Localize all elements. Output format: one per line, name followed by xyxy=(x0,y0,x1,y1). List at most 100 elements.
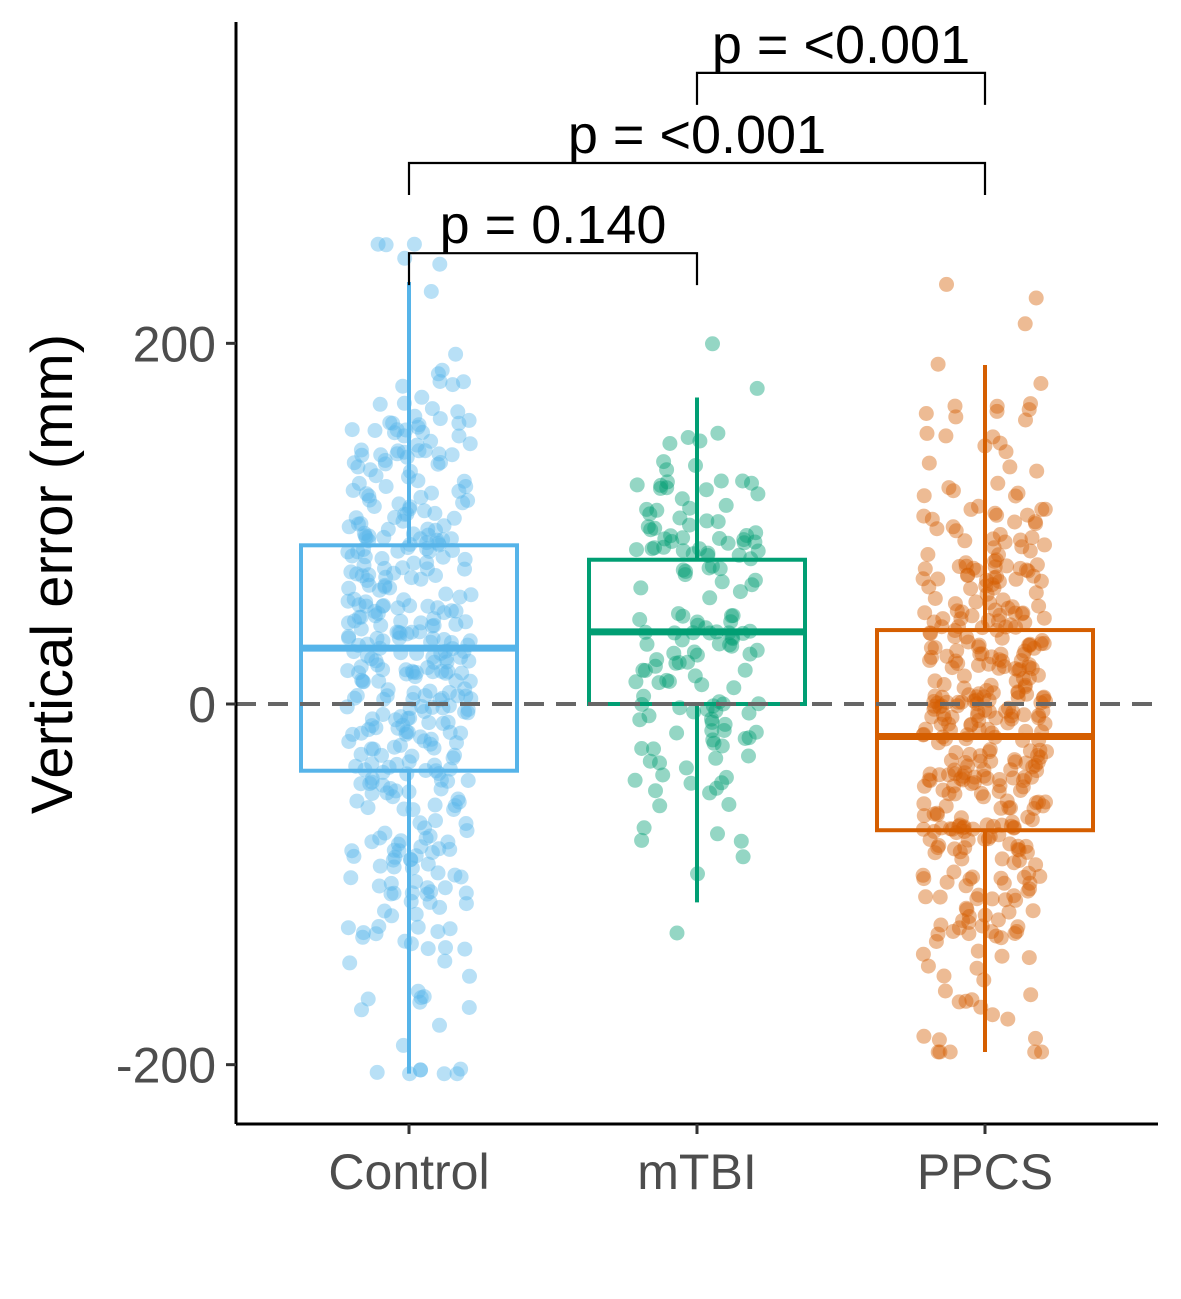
data-point xyxy=(991,660,1007,676)
data-point xyxy=(371,919,387,934)
data-point xyxy=(364,756,380,772)
data-point xyxy=(364,774,380,790)
data-point xyxy=(1014,606,1030,622)
data-point xyxy=(426,740,442,756)
data-point xyxy=(958,878,974,894)
data-point xyxy=(1022,743,1038,759)
data-point xyxy=(420,856,436,872)
data-point xyxy=(388,712,404,728)
y-axis-title: Vertical error (mm) xyxy=(20,334,85,814)
data-point xyxy=(427,797,443,813)
data-point xyxy=(1000,715,1016,731)
data-point xyxy=(422,828,438,844)
data-point xyxy=(918,406,934,421)
data-point xyxy=(1019,844,1035,860)
data-point xyxy=(411,443,427,459)
data-point xyxy=(402,598,418,614)
data-point xyxy=(987,570,1002,586)
data-point xyxy=(345,726,361,742)
data-point xyxy=(447,747,462,763)
data-point xyxy=(353,725,369,741)
data-point xyxy=(354,447,370,463)
data-point xyxy=(375,777,391,793)
data-point xyxy=(961,909,977,924)
data-point xyxy=(1024,769,1040,785)
data-point xyxy=(430,366,446,382)
data-point xyxy=(344,843,360,859)
data-point xyxy=(628,674,644,690)
data-point xyxy=(440,773,456,789)
data-point xyxy=(924,709,940,725)
data-point xyxy=(931,838,947,853)
data-point xyxy=(346,455,362,471)
data-point xyxy=(1019,562,1034,578)
data-point xyxy=(647,540,662,556)
data-point xyxy=(749,642,765,658)
data-point xyxy=(382,580,398,596)
data-point xyxy=(367,423,383,438)
data-point xyxy=(457,941,473,957)
data-point xyxy=(445,750,461,766)
data-point xyxy=(1010,842,1026,857)
data-point xyxy=(636,820,652,836)
data-point xyxy=(634,832,650,848)
data-point xyxy=(1032,868,1048,884)
data-point xyxy=(415,424,430,440)
data-point xyxy=(386,565,402,581)
data-point xyxy=(340,593,356,609)
data-point xyxy=(385,415,401,431)
data-point xyxy=(349,688,365,703)
data-point xyxy=(342,955,358,971)
data-point xyxy=(456,374,471,390)
data-point xyxy=(981,656,997,672)
p-value-label: p = 0.140 xyxy=(440,195,667,255)
data-point xyxy=(377,577,393,593)
data-point xyxy=(970,639,986,655)
data-point xyxy=(948,523,964,539)
data-point xyxy=(420,521,436,537)
data-point xyxy=(941,480,957,496)
y-tick-label: 200 xyxy=(133,316,216,372)
data-point xyxy=(414,699,430,714)
data-point xyxy=(989,403,1005,419)
data-point xyxy=(702,590,718,606)
data-point xyxy=(432,256,448,272)
data-point xyxy=(662,436,678,451)
data-point xyxy=(963,717,979,733)
data-point xyxy=(629,477,645,493)
data-point xyxy=(916,778,932,794)
data-point xyxy=(1032,742,1048,758)
data-point xyxy=(1028,1030,1043,1046)
data-point xyxy=(341,629,357,644)
data-point xyxy=(927,688,943,704)
data-point xyxy=(634,741,650,756)
data-point xyxy=(1020,883,1036,899)
data-point xyxy=(1010,690,1026,706)
data-point xyxy=(425,664,441,680)
data-point xyxy=(993,870,1009,886)
data-point xyxy=(458,896,474,912)
p-value-label: p = <0.001 xyxy=(568,105,826,165)
data-point xyxy=(1004,711,1020,727)
data-point xyxy=(992,527,1008,542)
data-point xyxy=(462,968,477,984)
data-point xyxy=(428,568,443,583)
data-point xyxy=(1021,865,1037,881)
data-point xyxy=(443,531,459,547)
data-point xyxy=(372,830,388,846)
data-point xyxy=(361,577,377,593)
data-point xyxy=(748,724,764,740)
data-point xyxy=(446,510,462,526)
data-point xyxy=(985,429,1001,445)
data-point xyxy=(933,716,949,732)
data-point xyxy=(643,522,659,538)
data-point xyxy=(926,806,942,822)
data-point xyxy=(675,543,691,559)
data-point xyxy=(1012,560,1028,576)
data-point xyxy=(1015,779,1031,795)
data-point xyxy=(992,607,1008,623)
data-point xyxy=(1036,610,1052,626)
data-point xyxy=(1036,689,1052,705)
data-point xyxy=(937,711,952,727)
data-point xyxy=(423,284,439,299)
